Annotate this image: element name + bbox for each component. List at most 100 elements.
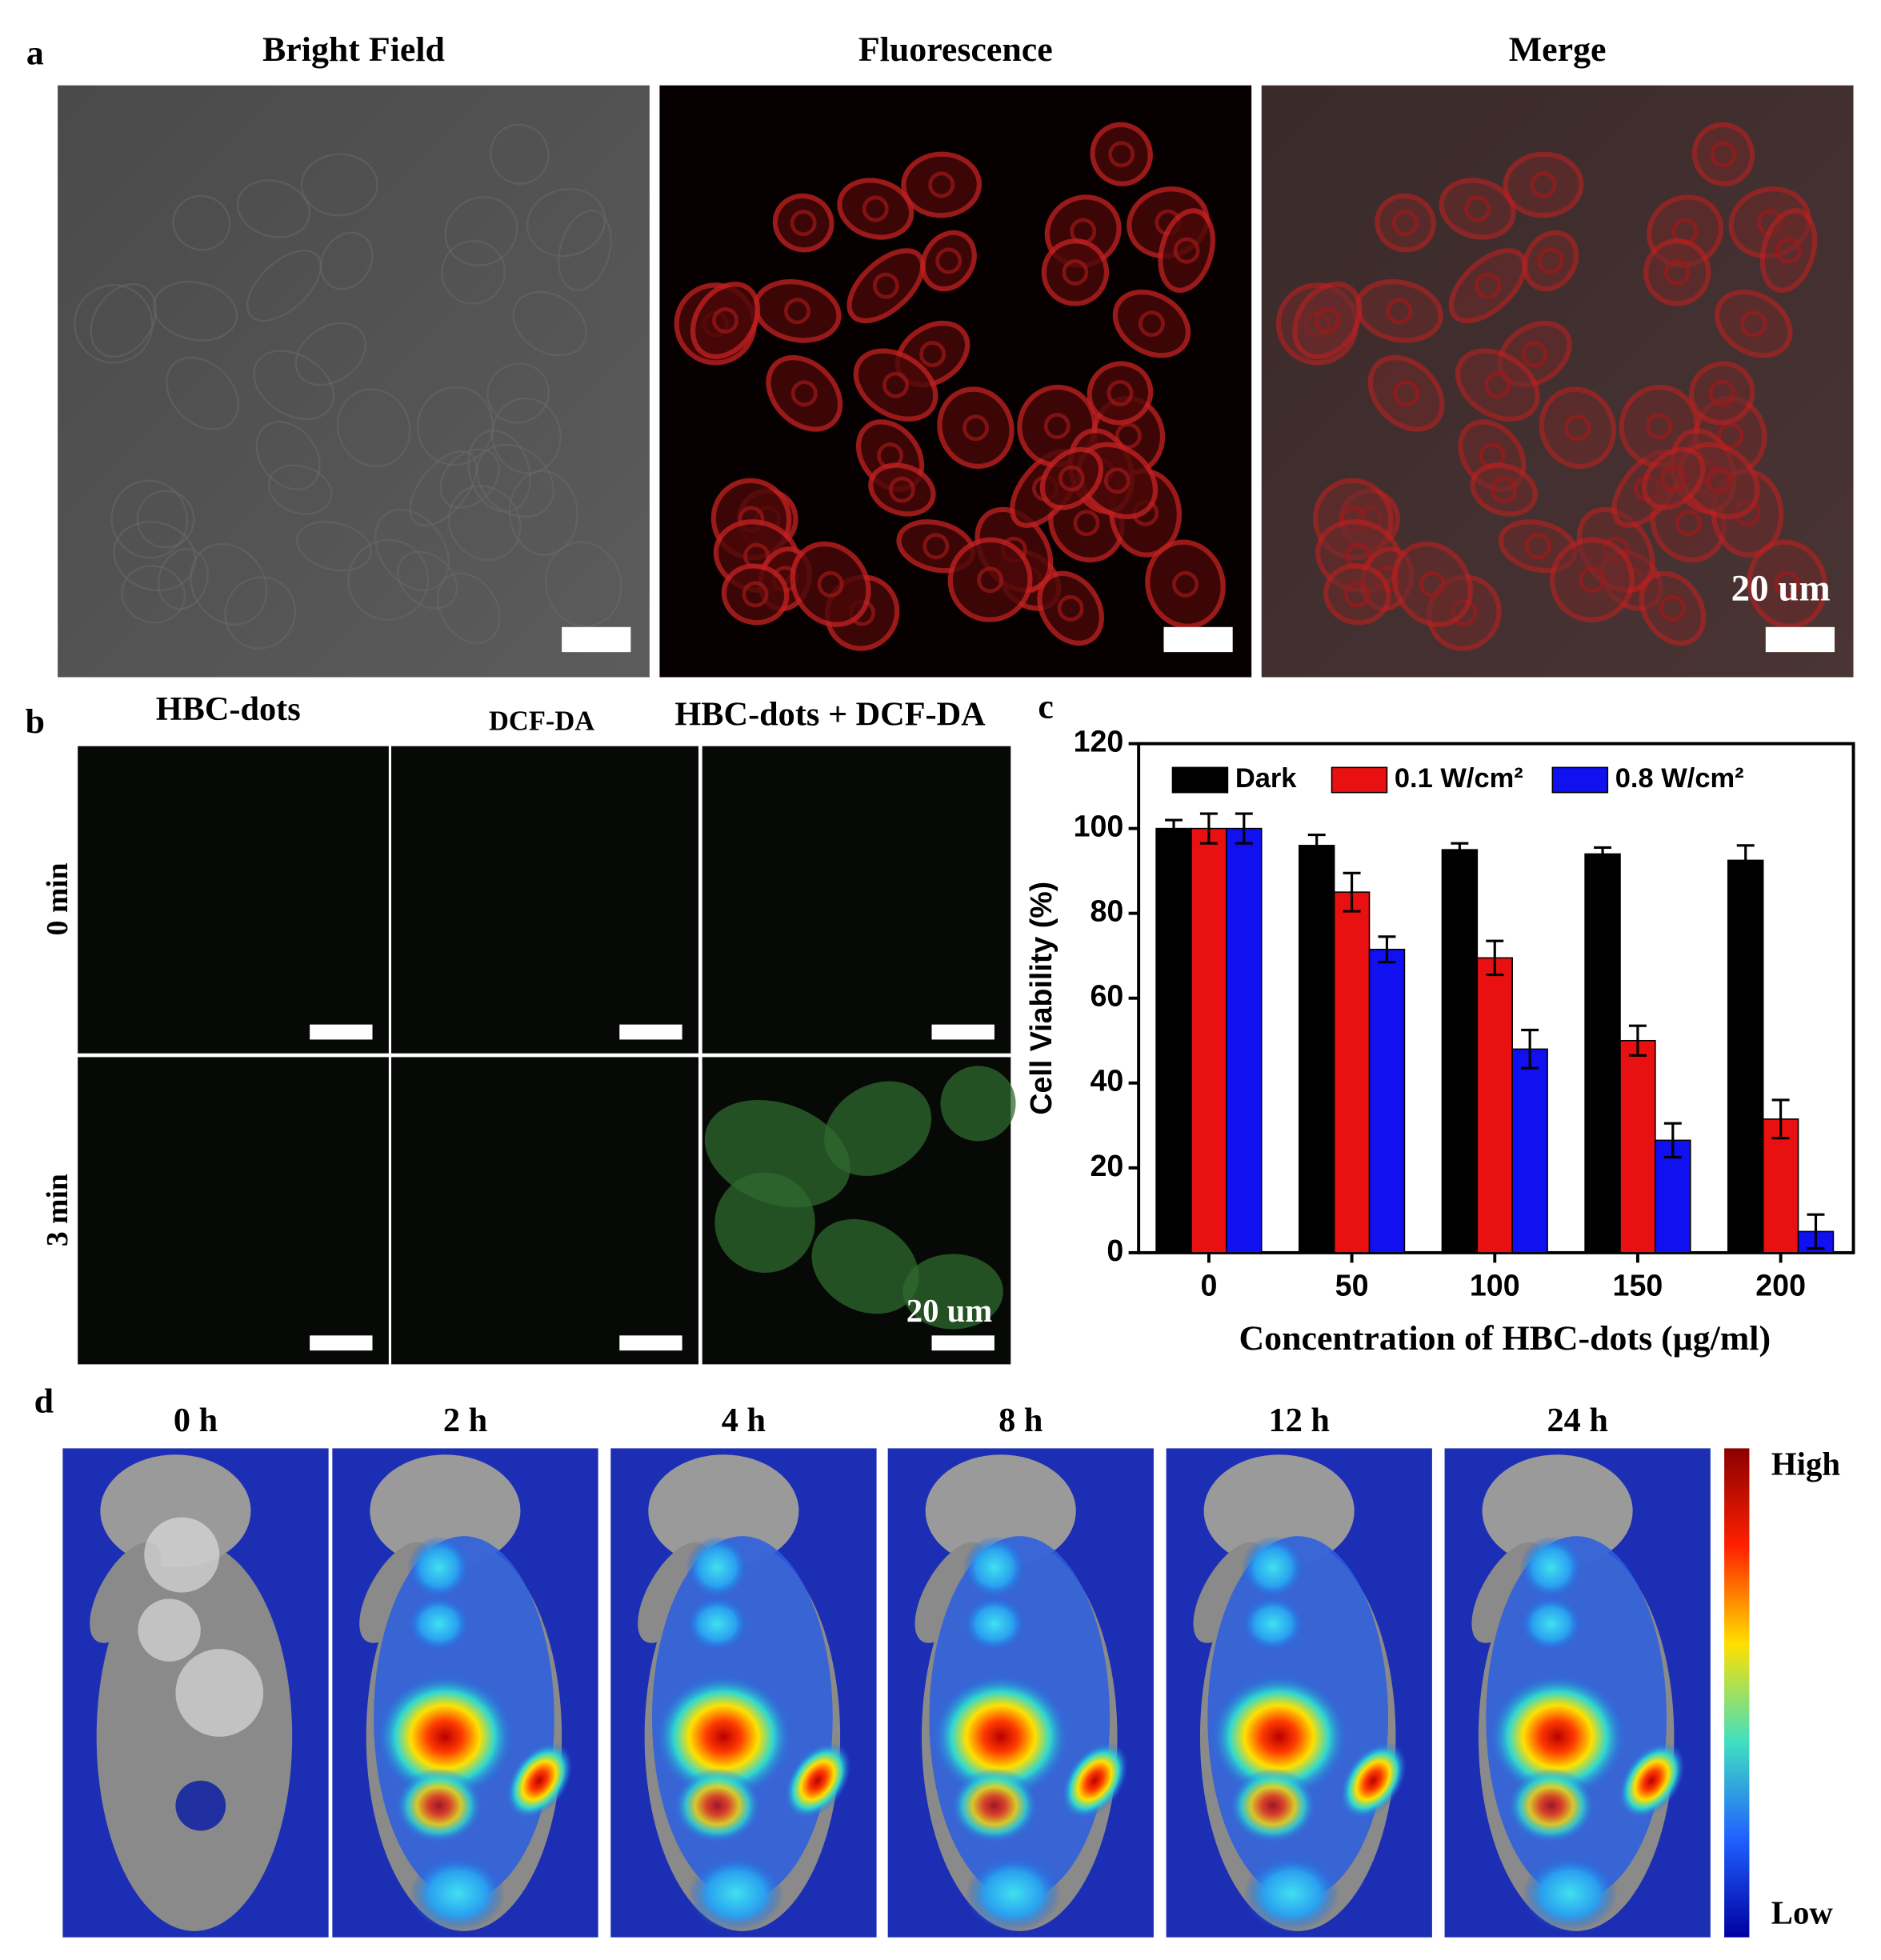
colorbar-label: High: [1771, 1446, 1840, 1482]
signal: [963, 1596, 1027, 1652]
x-tick-label: 50: [1335, 1269, 1369, 1302]
error-bar: [1663, 1122, 1682, 1159]
nucleus: [1491, 476, 1518, 503]
cell: [1639, 570, 1707, 646]
scale-bar-label: 20 um: [906, 1293, 993, 1329]
nucleus: [817, 570, 844, 598]
cell: [544, 541, 622, 628]
cell: [901, 151, 983, 218]
micrograph: [391, 1057, 699, 1365]
green-cell: [824, 1081, 932, 1176]
nucleus: [1464, 195, 1491, 222]
error-bar: [1378, 935, 1396, 964]
nucleus: [919, 341, 947, 368]
signal: [1618, 1742, 1685, 1819]
micrograph: [702, 746, 1011, 1054]
x-tick-label: 150: [1613, 1269, 1663, 1302]
green-cell: [714, 1172, 815, 1273]
nucleus: [1057, 594, 1084, 622]
nucleus: [1774, 570, 1801, 598]
signal: [1243, 1855, 1339, 1931]
nucleus: [1314, 307, 1341, 334]
bar: [1155, 827, 1192, 1254]
cell: [947, 537, 1033, 622]
error-bar: [1165, 818, 1183, 838]
scale-bar: [310, 1335, 373, 1351]
cell: [766, 354, 843, 432]
panel-label: a: [26, 34, 44, 73]
nucleus: [928, 171, 955, 198]
scale-bar: [310, 1024, 373, 1040]
nucleus: [1073, 510, 1100, 537]
glow: [138, 1598, 201, 1662]
cell: [1037, 570, 1104, 646]
bar: [1619, 1039, 1656, 1254]
column-title: DCF-DA: [489, 706, 594, 736]
nucleus: [783, 298, 810, 325]
signal: [965, 1855, 1061, 1931]
error-bar: [1486, 939, 1504, 977]
error-bar: [1343, 871, 1361, 913]
cell: [790, 541, 871, 627]
cell: [1090, 122, 1153, 186]
signal: [951, 1768, 1039, 1844]
signal: [410, 1855, 506, 1931]
nucleus: [977, 566, 1004, 594]
nucleus: [1524, 533, 1551, 560]
x-tick-label: 100: [1470, 1269, 1520, 1302]
y-tick-label: 100: [1074, 810, 1124, 843]
nucleus: [1115, 422, 1142, 450]
x-tick-label: 200: [1755, 1269, 1806, 1302]
cell: [772, 193, 834, 253]
cell: [236, 179, 311, 238]
cell: [526, 188, 606, 258]
error-bar: [1628, 1024, 1647, 1057]
micrograph: [391, 746, 699, 1054]
legend-swatch: [1551, 766, 1609, 794]
cell: [1041, 238, 1110, 306]
nucleus: [1343, 581, 1371, 608]
cell: [1439, 178, 1516, 240]
x-tick-label: 0: [1200, 1269, 1217, 1302]
mouse-head: [370, 1454, 521, 1568]
bar: [1441, 849, 1479, 1254]
green-cell: [902, 1254, 1003, 1330]
cell: [172, 194, 231, 251]
y-tick-label: 40: [1090, 1064, 1123, 1098]
nucleus: [1708, 379, 1735, 406]
cell: [397, 550, 458, 610]
nucleus: [872, 272, 899, 299]
spot: [175, 1780, 226, 1831]
error-bar: [1771, 1098, 1790, 1140]
signal: [506, 1742, 573, 1819]
signal: [963, 1536, 1027, 1599]
cell: [267, 464, 333, 515]
nucleus: [1663, 258, 1691, 286]
error-bar: [1307, 834, 1326, 858]
nucleus: [1108, 141, 1135, 168]
nucleus: [1521, 341, 1548, 368]
micrograph: [58, 85, 650, 678]
x-axis-label: Concentration of HBC-dots (μg/ml): [1239, 1319, 1771, 1358]
cell: [1039, 446, 1104, 510]
cell: [1503, 151, 1584, 218]
signal: [1241, 1536, 1305, 1599]
nucleus: [1392, 210, 1419, 237]
cell: [1145, 539, 1226, 630]
row-title: 0 min: [41, 862, 74, 935]
nucleus: [963, 414, 989, 442]
cell: [512, 290, 587, 357]
nucleus: [790, 210, 817, 237]
bar: [1511, 1048, 1548, 1254]
cell: [1448, 248, 1527, 324]
cell: [447, 485, 522, 562]
row-title: 3 min: [41, 1174, 74, 1246]
bar: [1226, 827, 1263, 1254]
legend-label: 0.1 W/cm²: [1395, 763, 1523, 794]
cell: [158, 548, 209, 610]
scale-bar: [562, 626, 631, 653]
nucleus: [1103, 467, 1131, 494]
panel-label: c: [1038, 687, 1053, 726]
nucleus: [1058, 465, 1085, 492]
nucleus: [862, 195, 889, 222]
